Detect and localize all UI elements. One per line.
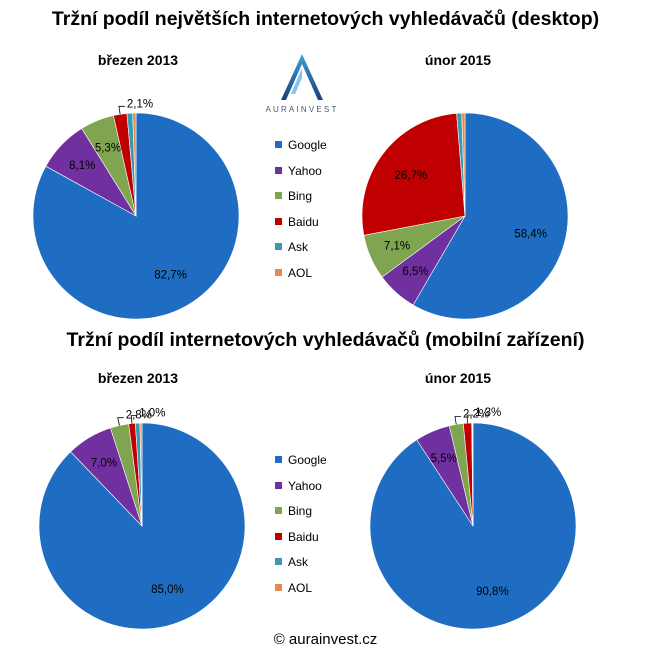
data-label-yahoo: 6,5% [402,266,428,278]
data-label-yahoo: 5,5% [431,453,457,465]
data-label-bing: 2,2% [463,408,489,420]
legend-label-baidu: Baidu [288,529,319,544]
data-label-bing: 7,1% [384,241,410,253]
pie-slice-aol [461,112,466,217]
pie-slice-google [369,422,577,630]
legend-label-bing: Bing [288,504,313,518]
legend-label-bing: Bing [288,189,313,203]
leader-line-bing [117,417,124,426]
mobile-section-title: Tržní podíl internetových vyhledávačů (m… [66,329,585,351]
pie-slice-google [32,112,240,320]
legend-label-yahoo: Yahoo [288,478,322,493]
pie-slice-aol [472,422,474,527]
legend-label-google: Google [288,453,327,467]
data-label-bing: 5,3% [95,142,121,154]
data-label-baidu: 1,0% [139,408,165,420]
legend-swatch-aol [275,583,282,591]
chart-title-mobile-2015: únor 2015 [424,370,492,386]
data-label-google: 90,8% [476,586,509,598]
legend-swatch-google [275,141,282,148]
data-label-baidu: 26,7% [395,170,428,182]
leader-line-baidu [118,105,125,115]
leader-line-baidu [466,414,474,424]
leader-line-baidu [130,415,138,424]
legend-swatch-ask [275,558,282,565]
legend-mobile: Google Yahoo Bing Baidu Ask AOL [275,453,365,603]
legend-label-ask: Ask [288,555,309,569]
legend-label-google: Google [288,138,327,152]
data-label-yahoo: 8,1% [69,160,95,172]
pie-slice-baidu [361,113,466,236]
legend-label-aol: AOL [288,580,313,595]
copyright-footer: © aurainvest.cz [273,631,378,648]
legend-swatch-bing [275,192,282,199]
data-label-google: 58,4% [514,229,547,241]
legend-label-aol: AOL [288,265,313,280]
data-label-baidu: 1,3% [475,407,501,419]
logo-mountain-icon [281,54,323,100]
desktop-section-title: Tržní podíl největších internetových vyh… [51,8,600,30]
pie-mobile-2013: 85,0% 7,0% 2,8%1,0% [38,408,246,630]
chart-title-desktop-2015: únor 2015 [424,52,492,68]
logo-text: AURAINVEST [265,105,339,114]
legend-swatch-bing [275,507,282,514]
chart-title-desktop-2013: březen 2013 [97,52,179,68]
legend-swatch-yahoo [275,166,282,174]
legend-swatch-yahoo [275,481,282,489]
aurainvest-logo: AURAINVEST [259,50,345,122]
legend-label-yahoo: Yahoo [288,163,322,178]
legend-swatch-aol [275,268,282,276]
pie-slice-aol [139,422,143,527]
pie-slice-aol [132,112,137,217]
legend-swatch-baidu [275,217,282,225]
legend-label-ask: Ask [288,240,309,254]
data-label-google: 82,7% [154,270,187,282]
data-label-yahoo: 7,0% [91,457,117,469]
data-label-google: 85,0% [151,584,184,596]
pie-desktop-2013: 82,7% 8,1%5,3% 2,1% [32,98,240,320]
legend-label-baidu: Baidu [288,214,319,229]
pie-desktop-2015: 58,4% 6,5% 7,1% 26,7% [361,112,569,320]
legend-swatch-google [275,456,282,463]
legend-swatch-ask [275,243,282,250]
leader-line-bing [454,416,461,425]
data-label-bing: 2,8% [126,410,152,422]
pie-slice-google [412,112,569,320]
data-label-baidu: 2,1% [127,98,153,110]
legend-swatch-baidu [275,532,282,540]
pie-mobile-2015: 90,8% 5,5% 2,2%1,3% [369,407,577,630]
chart-title-mobile-2013: březen 2013 [97,370,179,386]
legend-desktop: Google Yahoo Bing Baidu Ask AOL [275,138,365,288]
